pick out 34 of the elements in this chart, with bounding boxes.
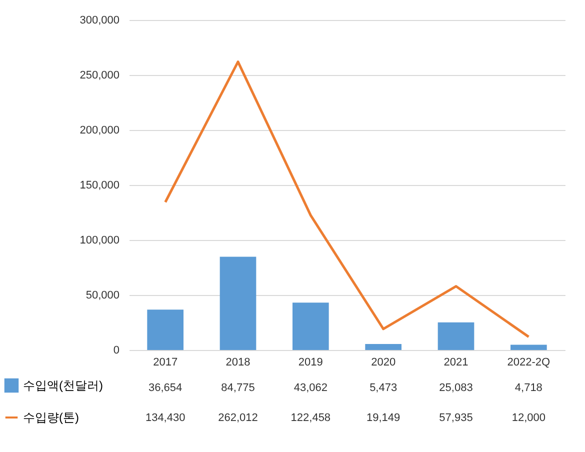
data-label: 43,062 — [294, 382, 328, 394]
data-label: 12,000 — [512, 412, 546, 424]
data-label: 262,012 — [218, 412, 258, 424]
data-label: 5,473 — [370, 382, 398, 394]
line-series — [164, 60, 530, 338]
bar — [438, 322, 474, 350]
bar — [147, 310, 184, 350]
x-tick-label: 2017 — [153, 356, 178, 368]
data-label: 134,430 — [145, 412, 186, 424]
y-tick-label: 100,000 — [80, 234, 120, 246]
y-tick-label: 300,000 — [80, 14, 120, 26]
y-tick-label: 0 — [113, 344, 120, 356]
data-label: 25,083 — [439, 382, 473, 394]
x-tick-label: 2020 — [371, 356, 396, 368]
y-tick-label: 200,000 — [80, 124, 120, 136]
x-tick-label: 2018 — [226, 356, 250, 368]
legend-label: 수입액(천달러) — [23, 378, 103, 392]
data-label: 57,935 — [439, 412, 473, 424]
bar — [292, 302, 329, 350]
data-label: 19,149 — [366, 412, 400, 424]
y-tick-label: 50,000 — [86, 290, 120, 302]
data-label: 122,458 — [290, 412, 331, 424]
data-label: 4,718 — [514, 382, 542, 394]
bar — [220, 256, 256, 350]
x-tick-label: 2021 — [444, 356, 468, 368]
bar — [510, 344, 547, 350]
data-label: 84,775 — [221, 382, 255, 394]
data-label: 36,654 — [148, 382, 182, 394]
legend-label: 수입량(톤) — [23, 410, 79, 424]
x-tick-label: 2022-2Q — [507, 356, 551, 368]
bar — [365, 344, 402, 350]
x-tick-label: 2019 — [298, 356, 323, 368]
y-tick-label: 250,000 — [80, 70, 120, 82]
y-tick-label: 150,000 — [80, 180, 120, 192]
